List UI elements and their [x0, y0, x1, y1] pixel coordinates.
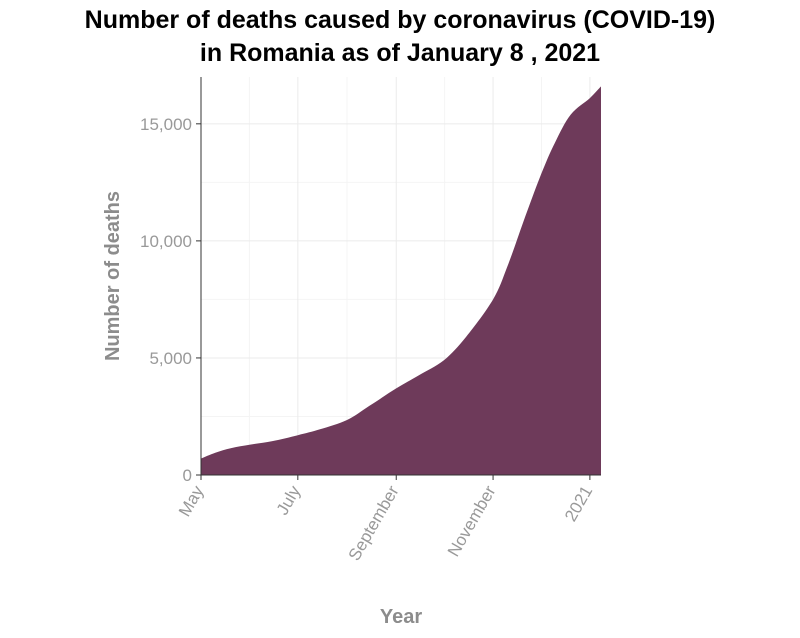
x-tick-label: 2021: [561, 483, 596, 525]
y-tick-label: 10,000: [140, 232, 192, 251]
chart-title-line-2: in Romania as of January 8 , 2021: [199, 39, 601, 67]
y-tick-label: 0: [183, 466, 192, 485]
chart-title-line-1: Number of deaths caused by coronavirus (…: [84, 6, 716, 34]
x-tick-label: July: [273, 482, 305, 518]
x-tick-label: November: [444, 482, 500, 560]
x-tick-label: May: [175, 482, 208, 520]
y-tick-label: 15,000: [140, 115, 192, 134]
series-area: [201, 86, 601, 476]
chart-title: Number of deaths caused by coronavirus (…: [0, 4, 800, 70]
y-axis-title: Number of deaths: [102, 191, 124, 361]
x-tick-label: September: [345, 482, 403, 564]
x-axis: May July September November 2021: [175, 474, 601, 564]
y-axis: 0 5,000 10,000 15,000: [140, 77, 202, 485]
y-tick-label: 5,000: [149, 349, 192, 368]
x-axis-title: Year: [380, 606, 422, 628]
